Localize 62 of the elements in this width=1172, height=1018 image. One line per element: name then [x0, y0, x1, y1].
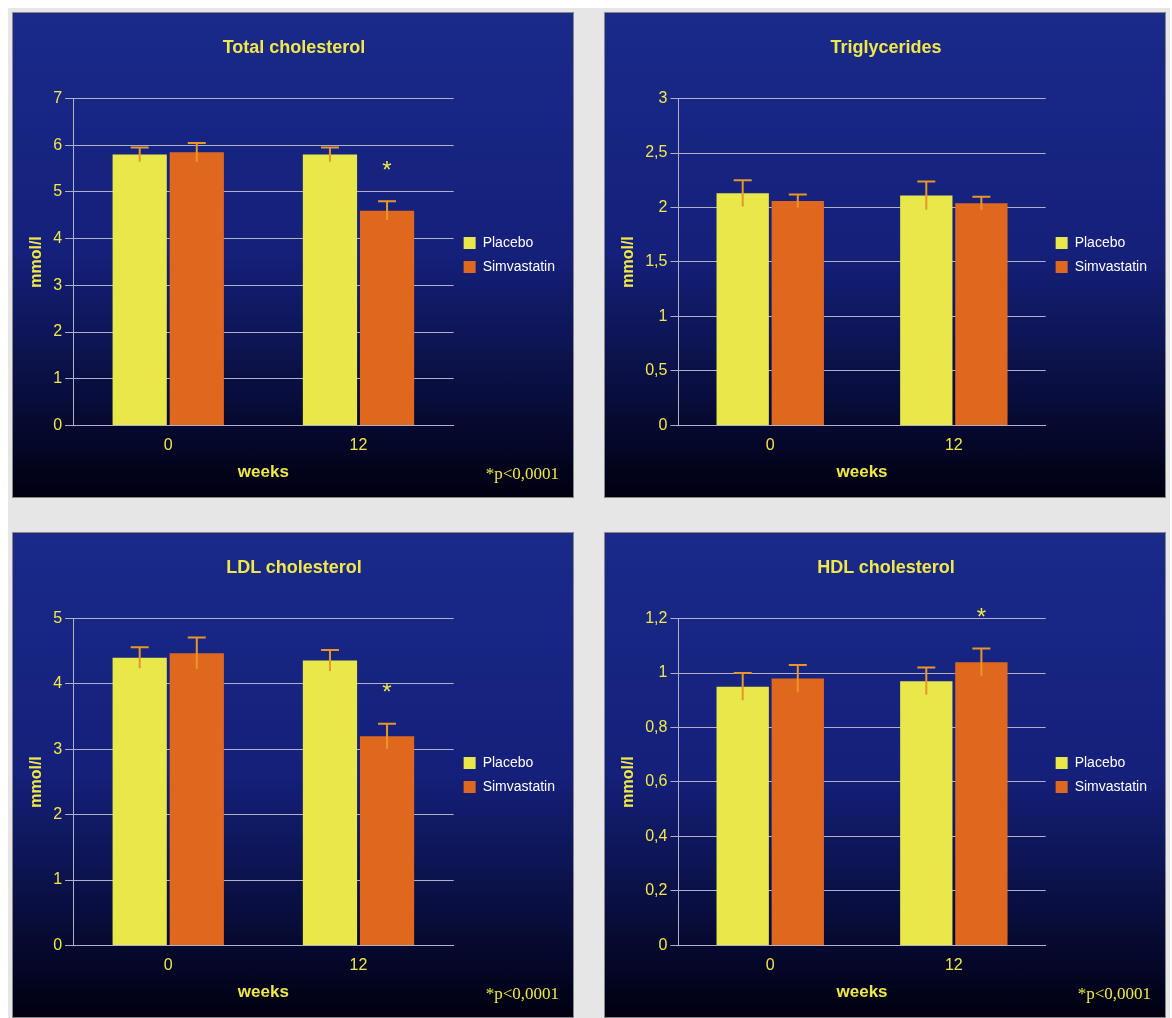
y-tick-label: 3: [53, 275, 63, 293]
legend-label: Placebo: [482, 233, 534, 250]
y-axis-title: mmol/l: [619, 236, 637, 288]
x-tick-label: 0: [163, 956, 173, 974]
x-axis-title: weeks: [835, 982, 888, 1002]
y-tick-label: 0: [53, 935, 63, 953]
legend-label: Simvastatin: [482, 777, 555, 794]
y-tick-label: 5: [53, 609, 63, 627]
annotation: *: [382, 155, 392, 183]
y-tick-label: 1,5: [645, 252, 668, 270]
y-tick-label: 2,5: [645, 143, 668, 161]
x-axis-title: weeks: [835, 462, 888, 482]
x-axis-title: weeks: [236, 982, 289, 1002]
text: *p<0,0001: [485, 463, 559, 483]
text: *p<0,0001: [1077, 983, 1151, 1003]
y-tick-label: 0: [658, 935, 668, 953]
y-axis-title: mmol/l: [27, 236, 45, 288]
y-tick-label: 0,4: [645, 826, 668, 844]
legend-label: Placebo: [1074, 233, 1126, 250]
annotation: *: [976, 603, 987, 631]
legend-label: Simvastatin: [1074, 777, 1147, 794]
y-tick-label: 2: [53, 322, 63, 340]
legend-label: Simvastatin: [1074, 257, 1147, 274]
y-tick-label: 1,2: [645, 609, 668, 627]
y-axis-title: mmol/l: [27, 756, 45, 808]
chart-title: LDL cholesterol: [226, 556, 362, 577]
y-tick-label: 0,5: [645, 361, 668, 379]
x-tick-label: 0: [765, 956, 775, 974]
legend-label: Simvastatin: [482, 257, 555, 274]
y-tick-label: 4: [53, 229, 63, 247]
y-tick-label: 0: [53, 415, 63, 433]
y-tick-label: 0: [658, 415, 668, 433]
x-tick-label: 0: [765, 436, 775, 454]
x-tick-label: 12: [349, 436, 368, 454]
text: *p<0,0001: [485, 983, 559, 1003]
y-tick-label: 3: [658, 89, 668, 107]
y-tick-label: 7: [53, 89, 63, 107]
annotation: *: [382, 678, 392, 706]
chart-title: Triglycerides: [830, 36, 942, 57]
y-tick-label: 2: [53, 805, 63, 823]
y-tick-label: 5: [53, 182, 63, 200]
x-tick-label: 12: [349, 956, 368, 974]
y-tick-label: 6: [53, 135, 63, 153]
y-tick-label: 4: [53, 674, 63, 692]
x-tick-label: 0: [163, 436, 173, 454]
x-tick-label: 12: [944, 956, 963, 974]
y-tick-label: 3: [53, 739, 63, 757]
chart-title: Total cholesterol: [222, 36, 366, 57]
y-tick-label: 0,2: [645, 881, 668, 899]
y-tick-label: 1: [658, 306, 668, 324]
y-tick-label: 1: [53, 870, 63, 888]
chart-title: HDL cholesterol: [817, 556, 955, 577]
y-tick-label: 0,6: [645, 772, 668, 790]
y-tick-label: 1: [53, 369, 63, 387]
legend-label: Placebo: [482, 753, 534, 770]
y-axis-title: mmol/l: [619, 756, 637, 808]
y-tick-label: 1: [658, 663, 668, 681]
x-tick-label: 12: [944, 436, 963, 454]
y-tick-label: 2: [658, 197, 668, 215]
x-axis-title: weeks: [236, 462, 289, 482]
y-tick-label: 0,8: [645, 717, 668, 735]
legend-label: Placebo: [1074, 753, 1126, 770]
